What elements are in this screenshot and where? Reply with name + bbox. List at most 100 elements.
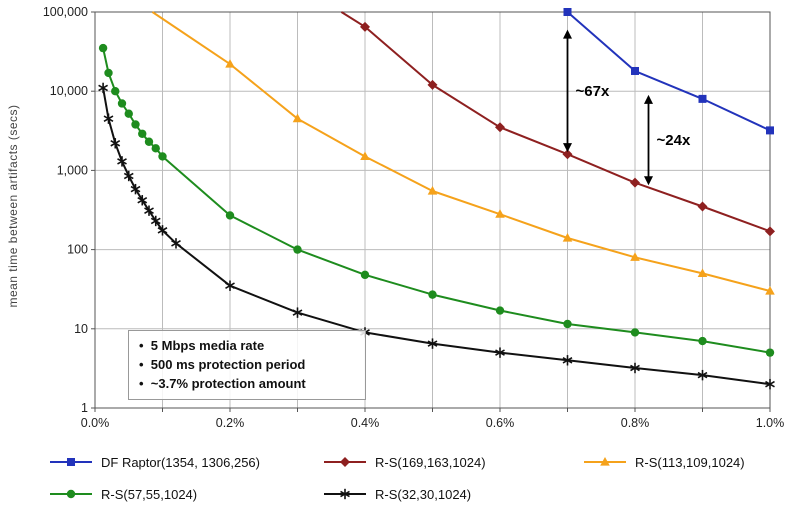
legend-item-df-raptor: DF Raptor(1354, 1306,256) [48,453,260,471]
marker-asterisk [110,139,121,147]
marker-asterisk [98,84,109,92]
marker-circle [630,328,640,337]
notes-box: 5 Mbps media rate 500 ms protection peri… [128,330,366,400]
marker-triangle [495,209,505,218]
x-tick-label: 0.0% [81,416,110,430]
marker-square [563,8,572,16]
legend-label: DF Raptor(1354, 1306,256) [101,454,260,470]
legend-label: R-S(113,109,1024) [635,454,745,470]
marker-circle [225,211,235,220]
marker-diamond [340,457,350,467]
x-tick-label: 0.4% [351,416,380,430]
arrowhead-down [563,143,572,153]
legend-item-rs-169: R-S(169,163,1024) [322,453,486,471]
marker-circle [131,120,140,129]
marker-diamond [562,149,573,160]
marker-triangle [562,233,573,242]
x-tick-label: 0.6% [486,416,515,430]
marker-asterisk [225,282,235,290]
marker-circle [111,87,120,96]
legend-item-rs-57: R-S(57,55,1024) [48,485,197,503]
marker-asterisk [562,357,573,364]
marker-diamond [697,201,708,212]
arrowhead-down [644,176,653,186]
marker-asterisk [765,380,775,388]
legend-marker-circle-icon [48,487,94,501]
marker-circle [765,348,775,357]
series-markers-rs-32-30-1024 [98,82,775,390]
note-media-rate: 5 Mbps media rate [139,336,357,355]
legend-label: R-S(169,163,1024) [375,454,486,470]
marker-circle [117,99,127,108]
legend-marker-diamond-icon [322,455,368,469]
marker-circle [563,319,572,329]
marker-asterisk [117,158,127,165]
y-tick-label: 100 [67,243,88,257]
marker-diamond [495,122,505,133]
marker-circle [360,270,370,280]
marker-asterisk [137,196,148,204]
series-markers-rs-169-163-1024 [360,21,775,237]
marker-circle [66,489,76,499]
marker-diamond [360,21,370,32]
x-tick-label: 1.0% [756,416,785,430]
marker-square [67,458,75,466]
series-line-rs-169-163-1024 [340,11,771,233]
note-protection-period: 500 ms protection period [139,355,357,374]
marker-asterisk [292,309,303,316]
marker-triangle [765,286,775,295]
y-tick-label: 1 [81,401,88,415]
legend-marker-square-icon [48,455,94,469]
marker-circle [158,152,167,161]
marker-circle [151,144,160,153]
legend-label: R-S(32,30,1024) [375,486,472,502]
marker-circle [104,68,113,78]
marker-triangle [630,252,640,261]
marker-asterisk [630,364,640,372]
marker-asterisk [495,349,505,356]
series-markers-rs-113-109-1024 [225,59,775,295]
legend: DF Raptor(1354, 1306,256) R-S(169,163,10… [0,445,803,521]
marker-asterisk [130,185,141,193]
marker-asterisk [123,172,134,180]
x-tick-label: 0.2% [216,416,245,430]
marker-triangle [697,268,708,278]
marker-asterisk [157,227,168,234]
legend-item-rs-32: R-S(32,30,1024) [322,485,471,503]
marker-square [766,126,774,135]
marker-asterisk [340,490,350,498]
marker-triangle [225,59,235,68]
series-markers-rs-57-55-1024 [98,43,775,357]
marker-circle [144,137,154,146]
marker-asterisk [103,115,114,122]
plot-area: 1 10 100 1,000 10,000 100,000 0.0% 0.2% 0.4% 0.6%… [43,5,785,430]
y-axis-title: mean time between artifacts (secs) [6,104,20,308]
arrow-label: ~67x [576,83,610,100]
y-tick-label: 1,000 [57,163,88,177]
y-tick-label: 100,000 [43,5,88,19]
legend-label: R-S(57,55,1024) [101,486,198,502]
note-protection-amount: ~3.7% protection amount [139,374,357,393]
marker-square [631,66,639,75]
arrow-label: ~24x [657,132,691,149]
marker-circle [138,129,147,138]
marker-diamond [427,79,438,90]
marker-asterisk [171,240,181,247]
marker-asterisk [150,217,161,225]
y-tick-label: 10,000 [50,84,88,98]
series-line-rs-32-30-1024 [102,87,771,386]
marker-circle [495,306,505,315]
marker-circle [124,109,133,118]
marker-circle [428,290,437,299]
marker-triangle [292,113,303,123]
y-tick-label: 10 [74,322,88,336]
marker-asterisk [427,340,438,347]
arrowhead-up [644,94,653,104]
marker-diamond [765,226,775,237]
marker-circle [293,245,302,254]
arrowhead-up [563,29,572,39]
marker-asterisk [697,371,708,379]
legend-marker-asterisk-icon [322,487,368,501]
series-markers-df-raptor [563,8,774,135]
marker-circle [698,336,707,346]
